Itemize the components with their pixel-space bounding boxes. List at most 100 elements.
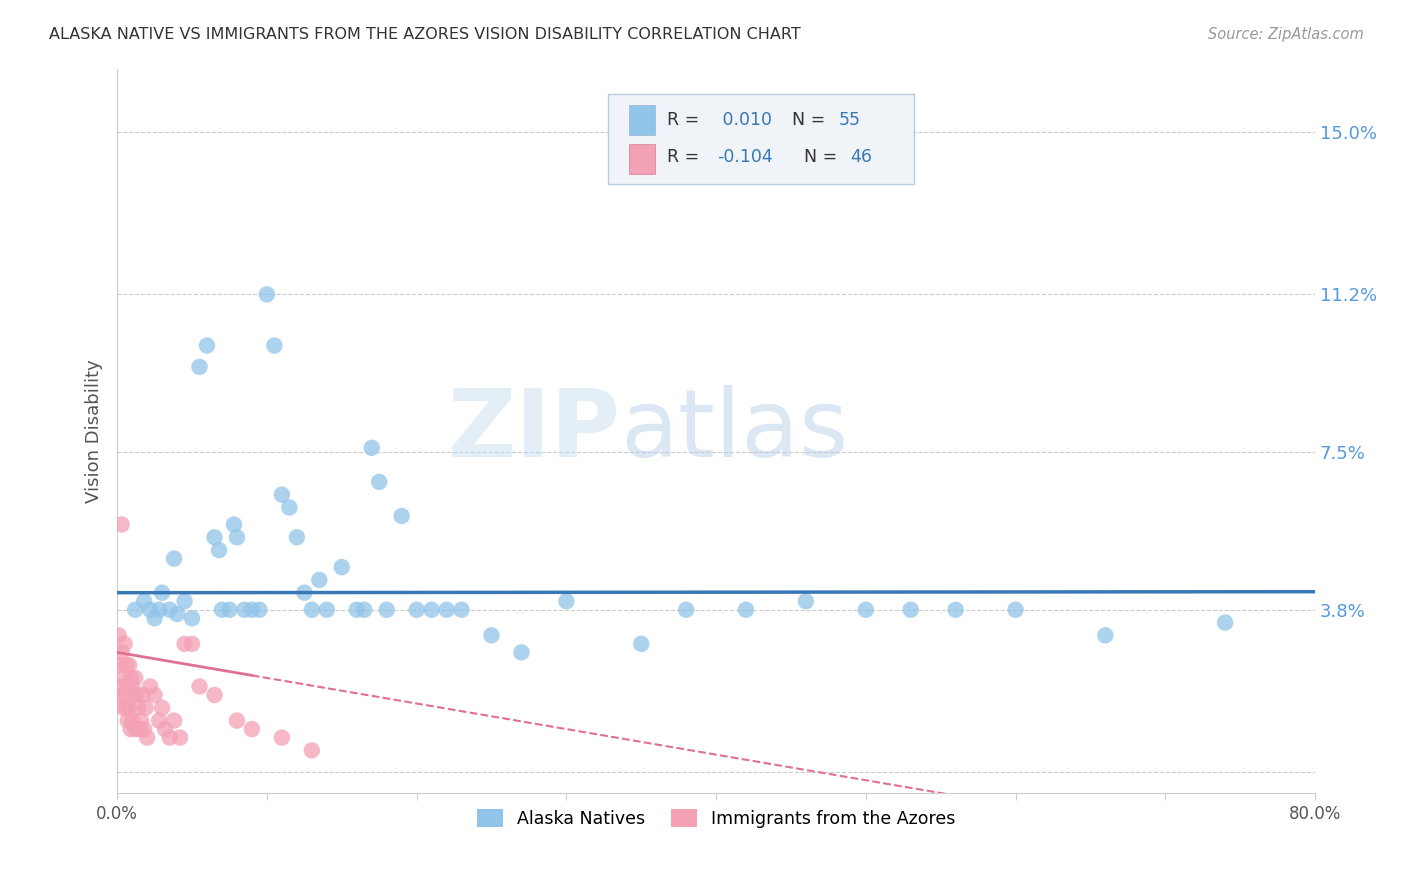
Point [148,714,170,728]
Point [211,603,233,617]
Point [120,722,142,736]
Text: ALASKA NATIVE VS IMMIGRANTS FROM THE AZORES VISION DISABILITY CORRELATION CHART: ALASKA NATIVE VS IMMIGRANTS FROM THE AZO… [49,27,801,42]
Point [368,475,391,489]
Point [240,603,263,617]
Point [240,722,263,736]
Point [134,722,156,736]
Point [555,594,578,608]
Point [148,603,170,617]
Point [114,637,136,651]
Point [391,508,413,523]
Point [143,688,166,702]
Point [108,658,131,673]
Point [301,743,323,757]
Point [117,680,139,694]
Point [278,500,301,515]
Point [481,628,503,642]
Point [169,731,191,745]
Point [107,628,129,642]
Point [249,603,271,617]
Legend: Alaska Natives, Immigrants from the Azores: Alaska Natives, Immigrants from the Azor… [470,803,962,835]
Point [136,731,159,745]
Point [188,359,211,374]
Point [117,714,139,728]
Point [353,603,375,617]
Bar [628,104,655,135]
Point [208,543,231,558]
Point [263,338,285,352]
Point [111,688,134,702]
Point [436,603,458,617]
Point [139,680,162,694]
Point [153,722,176,736]
Text: 46: 46 [851,148,872,167]
Point [405,603,427,617]
Text: -0.104: -0.104 [717,148,773,167]
Point [292,585,315,599]
Y-axis label: Vision Disability: Vision Disability [86,359,103,502]
Point [118,700,141,714]
Text: R =: R = [666,111,704,129]
Point [218,603,240,617]
Point [1213,615,1236,630]
Point [159,731,181,745]
Text: Source: ZipAtlas.com: Source: ZipAtlas.com [1208,27,1364,42]
Point [735,603,758,617]
Point [315,603,337,617]
Point [114,688,136,702]
Point [143,611,166,625]
Point [128,722,150,736]
Point [112,700,135,714]
Point [195,338,218,352]
Point [301,603,323,617]
Point [120,671,142,685]
Point [150,585,173,599]
Point [150,700,173,714]
Point [420,603,443,617]
Point [108,680,131,694]
Point [1094,628,1116,642]
Point [122,688,145,702]
Point [675,603,697,617]
Point [139,603,162,617]
Point [204,688,226,702]
Text: N =: N = [793,148,842,167]
Point [129,714,152,728]
Point [181,637,204,651]
Point [630,637,652,651]
Point [346,603,368,617]
Point [115,700,138,714]
Point [226,714,249,728]
Text: ZIP: ZIP [447,384,620,476]
Point [124,671,146,685]
Point [794,594,817,608]
Point [1004,603,1026,617]
Text: R =: R = [666,148,704,167]
Point [131,688,153,702]
Point [163,551,186,566]
Point [188,680,211,694]
Point [111,645,134,659]
Point [125,688,148,702]
Point [121,714,143,728]
Text: 55: 55 [838,111,860,129]
Point [233,603,256,617]
Point [163,714,186,728]
Point [256,287,278,301]
Point [510,645,533,659]
Point [270,488,292,502]
Point [173,594,195,608]
Point [112,671,135,685]
Text: 0.010: 0.010 [717,111,772,129]
Point [900,603,922,617]
Bar [628,144,655,174]
Point [121,680,143,694]
Point [135,700,157,714]
Point [204,530,226,544]
Point [270,731,292,745]
Point [134,594,156,608]
Point [330,560,353,574]
Point [226,530,249,544]
Point [360,441,382,455]
FancyBboxPatch shape [609,94,914,185]
